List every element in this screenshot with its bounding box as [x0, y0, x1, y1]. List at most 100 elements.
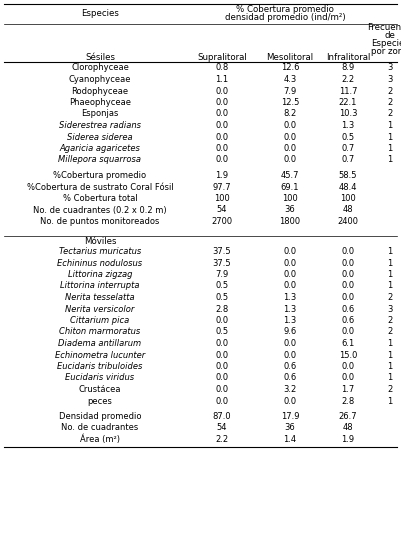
Text: 1.7: 1.7	[341, 385, 354, 394]
Text: 48: 48	[343, 423, 353, 433]
Text: Tectarius muricatus: Tectarius muricatus	[59, 247, 141, 256]
Text: 0.5: 0.5	[215, 328, 229, 337]
Text: 45.7: 45.7	[281, 171, 299, 180]
Text: Rodophyceae: Rodophyceae	[71, 87, 129, 96]
Text: 0.0: 0.0	[215, 109, 229, 119]
Text: 0.0: 0.0	[341, 373, 354, 383]
Text: 0.0: 0.0	[284, 282, 297, 290]
Text: 10.3: 10.3	[339, 109, 357, 119]
Text: 0.0: 0.0	[284, 270, 297, 279]
Text: Área (m²): Área (m²)	[80, 435, 120, 444]
Text: 1.1: 1.1	[215, 75, 229, 84]
Text: 0.0: 0.0	[215, 121, 229, 130]
Text: %Cobertura de sustrato Coral Fósil: %Cobertura de sustrato Coral Fósil	[26, 182, 173, 192]
Text: Eucidaris tribuloides: Eucidaris tribuloides	[57, 362, 143, 371]
Text: Clorophyceae: Clorophyceae	[71, 64, 129, 72]
Text: Densidad promedio: Densidad promedio	[59, 412, 141, 421]
Text: 9.6: 9.6	[284, 328, 297, 337]
Text: 0.0: 0.0	[284, 121, 297, 130]
Text: 0.0: 0.0	[215, 339, 229, 348]
Text: 0.7: 0.7	[341, 155, 354, 165]
Text: 17.9: 17.9	[281, 412, 299, 421]
Text: 4.3: 4.3	[284, 75, 297, 84]
Text: 2.2: 2.2	[215, 435, 229, 444]
Text: Mesolitoral: Mesolitoral	[266, 53, 314, 61]
Text: Nerita tesselatta: Nerita tesselatta	[65, 293, 135, 302]
Text: 3.2: 3.2	[284, 385, 297, 394]
Text: 0.0: 0.0	[284, 132, 297, 142]
Text: 48: 48	[343, 205, 353, 215]
Text: Supralitoral: Supralitoral	[197, 53, 247, 61]
Text: Agaricia agaricetes: Agaricia agaricetes	[60, 144, 140, 153]
Text: 0.0: 0.0	[341, 293, 354, 302]
Text: 69.1: 69.1	[281, 182, 299, 192]
Text: 8.9: 8.9	[341, 64, 354, 72]
Text: Cyanophyceae: Cyanophyceae	[69, 75, 131, 84]
Text: 0.0: 0.0	[284, 350, 297, 360]
Text: por zona: por zona	[371, 48, 401, 57]
Text: 97.7: 97.7	[213, 182, 231, 192]
Text: No. de cuadrantes (0.2 x 0.2 m): No. de cuadrantes (0.2 x 0.2 m)	[33, 205, 167, 215]
Text: 1: 1	[387, 339, 393, 348]
Text: Especies: Especies	[371, 40, 401, 48]
Text: Echinometra lucunter: Echinometra lucunter	[55, 350, 145, 360]
Text: 37.5: 37.5	[213, 259, 231, 267]
Text: Móviles: Móviles	[84, 238, 116, 247]
Text: 87.0: 87.0	[213, 412, 231, 421]
Text: 0.0: 0.0	[284, 396, 297, 406]
Text: 0.0: 0.0	[215, 350, 229, 360]
Text: 100: 100	[282, 194, 298, 203]
Text: Nerita versicolor: Nerita versicolor	[65, 305, 135, 313]
Text: %Cobertura promedio: %Cobertura promedio	[53, 171, 146, 180]
Text: 0.0: 0.0	[341, 282, 354, 290]
Text: 48.4: 48.4	[339, 182, 357, 192]
Text: 0.5: 0.5	[215, 293, 229, 302]
Text: 0.0: 0.0	[284, 155, 297, 165]
Text: 0.0: 0.0	[284, 339, 297, 348]
Text: 12.6: 12.6	[281, 64, 299, 72]
Text: 0.0: 0.0	[284, 259, 297, 267]
Text: Esponjas: Esponjas	[81, 109, 119, 119]
Text: 1: 1	[387, 282, 393, 290]
Text: 2: 2	[387, 385, 393, 394]
Text: 1: 1	[387, 121, 393, 130]
Text: 2.8: 2.8	[215, 305, 229, 313]
Text: 1.4: 1.4	[284, 435, 297, 444]
Text: 1: 1	[387, 396, 393, 406]
Text: de: de	[385, 31, 395, 41]
Text: 0.0: 0.0	[341, 328, 354, 337]
Text: 1.9: 1.9	[215, 171, 229, 180]
Text: 7.9: 7.9	[215, 270, 229, 279]
Text: 0.0: 0.0	[215, 87, 229, 96]
Text: 0.0: 0.0	[284, 144, 297, 153]
Text: Sésiles: Sésiles	[85, 53, 115, 61]
Text: 0.6: 0.6	[341, 305, 354, 313]
Text: 0.0: 0.0	[215, 98, 229, 107]
Text: 0.0: 0.0	[215, 132, 229, 142]
Text: 2: 2	[387, 109, 393, 119]
Text: 2: 2	[387, 328, 393, 337]
Text: 1: 1	[387, 132, 393, 142]
Text: Siderestrea radians: Siderestrea radians	[59, 121, 141, 130]
Text: 1: 1	[387, 362, 393, 371]
Text: 0.6: 0.6	[284, 362, 297, 371]
Text: 0.5: 0.5	[341, 132, 354, 142]
Text: 1.3: 1.3	[341, 121, 354, 130]
Text: 15.0: 15.0	[339, 350, 357, 360]
Text: 2400: 2400	[338, 217, 358, 226]
Text: 0.0: 0.0	[215, 362, 229, 371]
Text: 0.0: 0.0	[341, 247, 354, 256]
Text: Phaeophyceae: Phaeophyceae	[69, 98, 131, 107]
Text: 0.0: 0.0	[215, 155, 229, 165]
Text: 36: 36	[285, 205, 296, 215]
Text: Siderea siderea: Siderea siderea	[67, 132, 133, 142]
Text: 3: 3	[387, 64, 393, 72]
Text: 6.1: 6.1	[341, 339, 354, 348]
Text: 0.7: 0.7	[341, 144, 354, 153]
Text: 0.5: 0.5	[215, 282, 229, 290]
Text: 0.0: 0.0	[215, 396, 229, 406]
Text: 8.2: 8.2	[284, 109, 297, 119]
Text: Diadema antillarum: Diadema antillarum	[59, 339, 142, 348]
Text: 12.5: 12.5	[281, 98, 299, 107]
Text: 1.3: 1.3	[284, 305, 297, 313]
